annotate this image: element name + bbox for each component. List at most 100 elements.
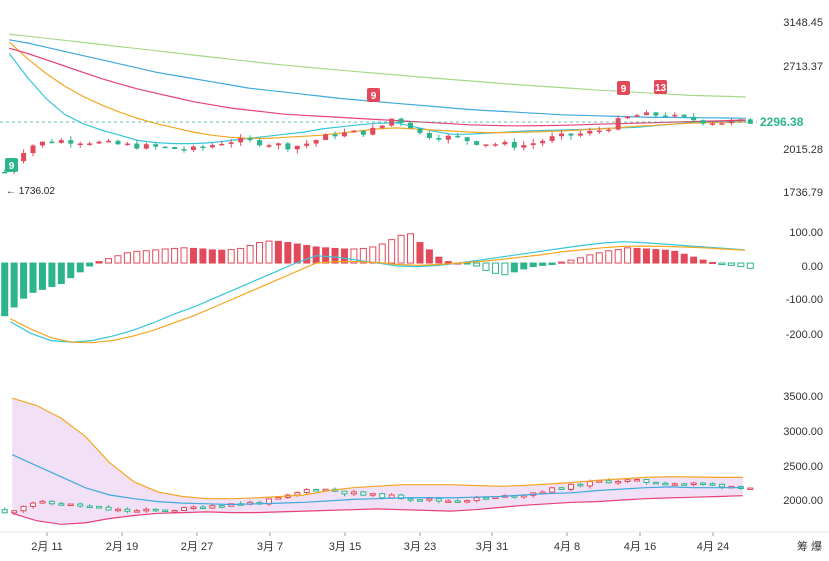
x-tick-label: 4月 24	[697, 541, 729, 553]
candle-body	[266, 145, 272, 147]
candle-body	[625, 116, 631, 119]
boll-candle-body	[464, 500, 471, 503]
td-badge	[617, 81, 630, 95]
boll-candle-body	[143, 508, 150, 512]
macd-line-dea	[9, 245, 745, 344]
macd-bar	[529, 262, 537, 268]
td-badge	[654, 80, 667, 94]
macd-lines	[9, 241, 745, 344]
macd-bar	[501, 262, 509, 276]
ma-line-ma-long	[9, 47, 746, 127]
boll-candle-body	[77, 503, 84, 507]
macd-bar	[633, 247, 641, 264]
macd-bar	[671, 250, 679, 264]
y-tick-label: 3148.45	[783, 17, 823, 29]
x-tick-label: 3月 31	[476, 541, 508, 553]
candle-body	[672, 114, 678, 117]
td-badge-label: 9	[371, 91, 377, 102]
macd-bar	[661, 249, 669, 264]
price-candles	[2, 110, 753, 175]
boll-candle-body	[652, 481, 659, 485]
candle-body	[190, 146, 196, 150]
boll-candle-body	[473, 497, 480, 502]
candle-body	[710, 123, 716, 125]
macd-bar	[642, 248, 650, 264]
bollinger-line-lower	[12, 495, 743, 525]
macd-bar	[38, 262, 46, 290]
macd-bar	[274, 240, 282, 264]
boll-candle-body	[350, 491, 357, 495]
boll-candle-body	[294, 492, 301, 496]
macd-bar	[378, 243, 386, 264]
macd-bar	[208, 249, 216, 264]
boll-candle-body	[218, 505, 225, 508]
x-tick-label: 4月 16	[624, 541, 656, 553]
candle-body	[341, 132, 347, 137]
macd-bar	[539, 262, 547, 266]
boll-candle-body	[190, 506, 197, 510]
candle-body	[455, 135, 461, 138]
candle-body	[200, 146, 206, 149]
candle-body	[417, 128, 423, 133]
macd-bar	[727, 262, 735, 266]
candle-body	[483, 144, 489, 146]
candle-body	[21, 153, 27, 162]
macd-bar	[491, 262, 499, 274]
candle-body	[323, 134, 329, 141]
macd-bar	[199, 248, 207, 264]
candle-body	[153, 144, 159, 147]
macd-bar	[510, 262, 518, 273]
bollinger-band-area	[12, 398, 743, 525]
candle-body	[445, 135, 451, 140]
boll-candle-body	[407, 498, 414, 501]
candle-body	[530, 143, 536, 146]
boll-candle-body	[596, 480, 603, 483]
boll-candle-body	[114, 508, 121, 512]
macd-bar	[652, 249, 660, 264]
macd-bar	[435, 256, 443, 264]
boll-candle-body	[39, 500, 46, 504]
macd-bar	[152, 249, 160, 264]
low-price-marker: ← 1736.02	[6, 186, 55, 197]
boll-candle-body	[275, 497, 282, 500]
boll-candle-body	[67, 503, 74, 507]
macd-bar	[114, 255, 122, 264]
macd-bar	[331, 247, 339, 264]
candle-body	[115, 140, 121, 145]
candle-body	[549, 136, 555, 141]
x-tick-label: 3月 15	[329, 541, 361, 553]
boll-candle-body	[615, 480, 622, 484]
candle-body	[87, 143, 93, 145]
candle-body	[247, 138, 253, 141]
candle-body	[398, 118, 404, 123]
boll-candle-body	[313, 489, 320, 492]
macd-bar	[161, 248, 169, 264]
macd-bar	[227, 249, 235, 264]
candle-body	[39, 141, 45, 146]
macd-histogram	[1, 233, 754, 317]
macd-bar	[567, 259, 575, 264]
candle-body	[124, 143, 130, 146]
boll-candle-body	[30, 502, 37, 507]
macd-bar	[340, 248, 348, 264]
boll-candle-body	[416, 499, 423, 502]
boll-candle-body	[96, 506, 103, 509]
boll-candle-body	[709, 483, 716, 486]
boll-candle-body	[671, 483, 678, 486]
macd-bar	[265, 240, 273, 264]
boll-candle-body	[690, 482, 697, 486]
candle-body	[511, 141, 517, 148]
boll-candle-body	[634, 479, 641, 482]
macd-bar	[397, 234, 405, 264]
y-tick-label: 2000.00	[783, 495, 823, 507]
boll-candle-body	[124, 508, 131, 512]
macd-bar	[76, 262, 84, 273]
boll-candle-body	[483, 497, 490, 500]
candle-body	[643, 112, 649, 116]
candle-body	[332, 134, 338, 137]
candle-body	[540, 140, 546, 144]
macd-bar	[303, 244, 311, 264]
macd-bar	[350, 248, 358, 264]
y-tick-label: 2015.28	[783, 144, 823, 156]
